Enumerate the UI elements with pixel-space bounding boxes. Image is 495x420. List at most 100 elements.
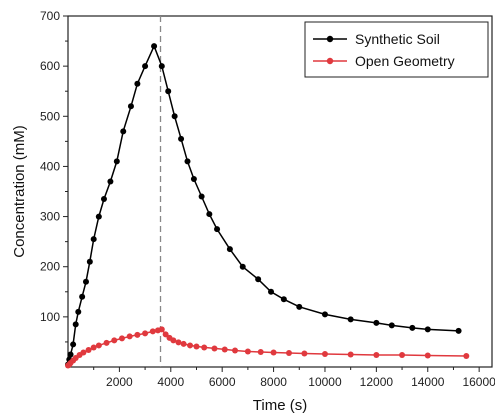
data-point (158, 326, 165, 333)
data-point (107, 178, 114, 185)
data-point (255, 276, 262, 283)
data-point (178, 135, 185, 142)
y-axis-title: Concentration (mM) (11, 125, 28, 258)
data-point (134, 80, 141, 87)
data-point (170, 337, 177, 344)
data-point (171, 113, 178, 120)
y-tick-label: 400 (40, 159, 60, 173)
data-point (126, 333, 133, 340)
data-point (270, 349, 277, 356)
legend-marker (326, 57, 334, 65)
data-point (72, 321, 79, 328)
data-point (244, 348, 251, 355)
data-point (113, 158, 120, 165)
data-point (175, 339, 182, 346)
data-point (226, 246, 233, 253)
x-tick-label: 6000 (209, 375, 236, 389)
y-tick-label: 200 (40, 260, 60, 274)
data-point (214, 226, 221, 233)
x-tick-label: 10000 (308, 375, 342, 389)
data-point (321, 350, 328, 357)
series-layer (65, 43, 470, 369)
data-point (70, 341, 77, 348)
data-point (239, 263, 246, 270)
series-open-geometry (65, 326, 470, 369)
data-point (142, 63, 149, 70)
data-point (190, 175, 197, 182)
data-point (151, 43, 158, 50)
y-tick-label: 100 (40, 310, 60, 324)
x-tick-label: 4000 (157, 375, 184, 389)
data-point (198, 193, 205, 200)
data-point (347, 351, 354, 358)
series-synthetic-soil (65, 43, 462, 368)
data-point (232, 347, 239, 354)
data-point (455, 327, 462, 334)
data-point (221, 346, 228, 353)
data-point (373, 351, 380, 358)
x-tick-label: 16000 (462, 375, 495, 389)
data-point (184, 158, 191, 165)
data-point (100, 196, 107, 203)
data-point (187, 342, 194, 349)
data-point (409, 324, 416, 331)
data-point (201, 344, 208, 351)
data-point (280, 296, 287, 303)
data-point (85, 346, 92, 353)
data-point (80, 349, 87, 356)
data-point (90, 236, 97, 243)
x-tick-label: 14000 (411, 375, 445, 389)
data-point (347, 316, 354, 323)
data-point (424, 352, 431, 359)
data-point (162, 331, 169, 338)
data-point (373, 319, 380, 326)
data-point (120, 128, 127, 135)
data-point (118, 335, 125, 342)
data-point (67, 351, 74, 358)
series-line (67, 44, 459, 365)
data-point (268, 288, 275, 295)
legend: Synthetic Soil Open Geometry (304, 21, 489, 78)
data-point (75, 308, 82, 315)
data-point (321, 311, 328, 318)
data-point (142, 330, 149, 337)
data-point (301, 350, 308, 357)
chart-axes: 2000 4000 6000 8000 10000 12000 14000 16000 100 2… (11, 9, 495, 414)
data-point (165, 88, 172, 95)
data-point (206, 211, 213, 218)
data-point (95, 213, 102, 220)
y-tick-label: 700 (40, 9, 60, 23)
data-point (134, 331, 141, 338)
data-point (424, 326, 431, 333)
x-axis-title: Time (s) (253, 397, 307, 414)
data-point (463, 352, 470, 359)
data-point (211, 345, 218, 352)
y-tick-label: 300 (40, 210, 60, 224)
data-point (388, 322, 395, 329)
data-point (158, 63, 165, 70)
data-point (285, 349, 292, 356)
x-tick-label: 2000 (106, 375, 133, 389)
data-point (86, 258, 93, 265)
data-point (399, 351, 406, 358)
data-point (95, 342, 102, 349)
data-point (149, 328, 156, 335)
data-point (111, 337, 118, 344)
data-point (90, 344, 97, 351)
data-point (127, 103, 134, 110)
legend-box (304, 21, 489, 78)
x-tick-label: 12000 (360, 375, 394, 389)
data-point (79, 293, 86, 300)
data-point (257, 348, 264, 355)
x-tick-label: 8000 (260, 375, 287, 389)
data-point (180, 340, 187, 347)
legend-label: Synthetic Soil (355, 31, 440, 47)
y-tick-label: 600 (40, 59, 60, 73)
legend-marker (326, 35, 334, 43)
data-point (296, 303, 303, 310)
data-point (82, 278, 89, 285)
y-tick-label: 500 (40, 109, 60, 123)
legend-label: Open Geometry (355, 53, 455, 69)
data-point (103, 339, 110, 346)
